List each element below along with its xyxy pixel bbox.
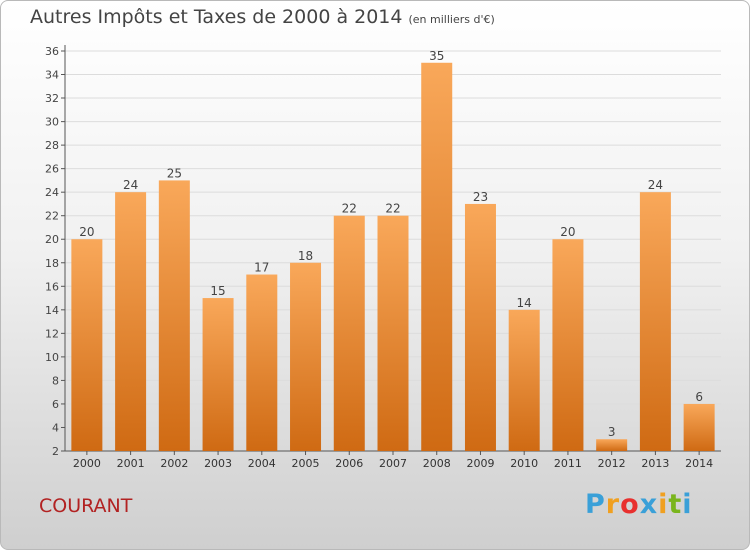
y-tick-label: 26	[45, 163, 59, 176]
bar	[464, 203, 496, 451]
x-tick-label: 2013	[641, 457, 669, 470]
bar-value-label: 6	[695, 390, 703, 404]
bar-value-label: 14	[517, 296, 532, 310]
x-tick-label: 2006	[335, 457, 363, 470]
chart-title-main: Autres Impôts et Taxes de 2000 à 2014	[30, 6, 403, 28]
bar	[596, 439, 628, 451]
bar-value-label: 18	[298, 249, 313, 263]
logo-letter: i	[682, 489, 693, 520]
bar-value-label: 24	[123, 178, 138, 192]
logo-letter: x	[639, 489, 659, 520]
bar-value-label: 22	[385, 202, 400, 216]
bar-value-label: 23	[473, 190, 488, 204]
x-tick-label: 2004	[248, 457, 276, 470]
logo-letter: i	[658, 489, 669, 520]
bar	[333, 215, 365, 451]
y-tick-label: 16	[45, 280, 59, 293]
y-tick-label: 4	[52, 421, 59, 434]
bar	[377, 215, 409, 451]
bar	[115, 192, 147, 452]
bar	[246, 274, 278, 451]
y-tick-label: 32	[45, 92, 59, 105]
x-tick-label: 2009	[466, 457, 494, 470]
bar-value-label: 3	[608, 425, 616, 439]
y-tick-label: 6	[52, 398, 59, 411]
bar-value-label: 22	[342, 202, 357, 216]
y-tick-label: 28	[45, 139, 59, 152]
y-tick-label: 18	[45, 257, 59, 270]
bar-value-label: 25	[167, 166, 182, 180]
y-tick-label: 24	[45, 186, 59, 199]
y-tick-label: 20	[45, 233, 59, 246]
bar-value-label: 35	[429, 49, 444, 63]
chart-title: Autres Impôts et Taxes de 2000 à 2014 (en…	[30, 6, 495, 28]
bar	[202, 298, 234, 451]
bar	[639, 192, 671, 452]
y-tick-label: 10	[45, 351, 59, 364]
x-tick-label: 2008	[423, 457, 451, 470]
bar-value-label: 24	[648, 178, 663, 192]
y-tick-label: 22	[45, 210, 59, 223]
x-tick-label: 2010	[510, 457, 538, 470]
x-tick-label: 2012	[598, 457, 626, 470]
x-tick-label: 2005	[292, 457, 320, 470]
proxiti-logo[interactable]: Proxiti	[585, 489, 693, 520]
location-name: COURANT	[39, 495, 133, 517]
logo-letter: t	[668, 489, 683, 520]
logo-letter: P	[585, 489, 606, 520]
x-tick-label: 2007	[379, 457, 407, 470]
y-tick-label: 2	[52, 445, 59, 458]
logo-letter: r	[605, 489, 621, 520]
y-tick-label: 12	[45, 327, 59, 340]
x-tick-label: 2001	[117, 457, 145, 470]
y-tick-label: 34	[45, 69, 59, 82]
bar-value-label: 20	[560, 225, 575, 239]
y-tick-label: 14	[45, 304, 59, 317]
x-tick-label: 2014	[685, 457, 713, 470]
bar	[158, 180, 190, 452]
bar-value-label: 15	[210, 284, 225, 298]
y-tick-label: 8	[52, 374, 59, 387]
bar	[71, 239, 103, 451]
bar	[290, 262, 322, 451]
chart-title-unit: (en milliers d'€)	[408, 13, 495, 26]
x-tick-label: 2002	[160, 457, 188, 470]
x-tick-label: 2000	[73, 457, 101, 470]
bar	[552, 239, 584, 451]
x-tick-label: 2003	[204, 457, 232, 470]
bar-value-label: 17	[254, 261, 269, 275]
bar	[508, 309, 540, 451]
bar	[683, 403, 715, 451]
y-tick-label: 30	[45, 116, 59, 129]
logo-letter: o	[620, 489, 640, 520]
y-tick-label: 36	[45, 45, 59, 58]
bar	[421, 62, 453, 451]
x-tick-label: 2011	[554, 457, 582, 470]
bar-value-label: 20	[79, 225, 94, 239]
